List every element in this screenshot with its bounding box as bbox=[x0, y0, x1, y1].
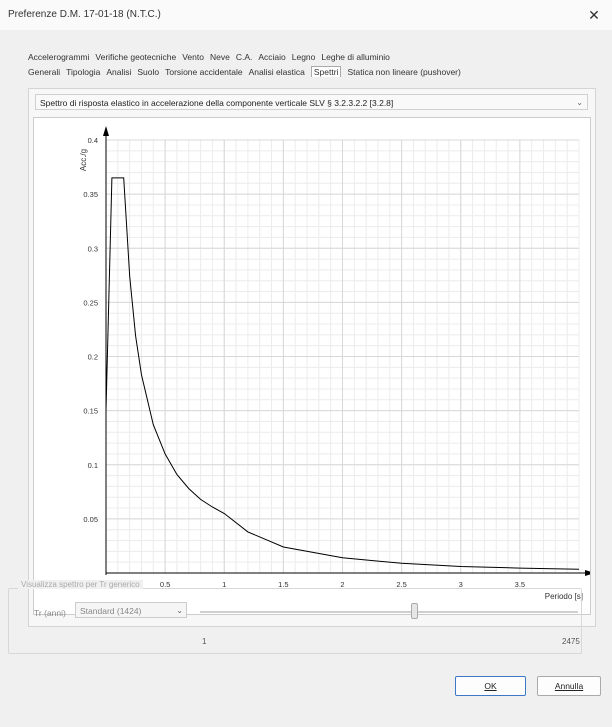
window-title: Preferenze D.M. 17-01-18 (N.T.C.) bbox=[8, 9, 161, 20]
x-tick-label: 3.5 bbox=[515, 580, 525, 589]
spectra-tab-panel: Spettro di risposta elastico in accelera… bbox=[28, 88, 596, 627]
y-tick-label: 0.05 bbox=[83, 515, 98, 524]
tab-statica-non-lineare-pushover[interactable]: Statica non lineare (pushover) bbox=[347, 67, 461, 77]
x-tick-label: 2.5 bbox=[396, 580, 406, 589]
tab-row-2: Generali Tipologia Analisi Suolo Torsione ac… bbox=[28, 66, 467, 80]
tab-torsione-accidentale[interactable]: Torsione accidentale bbox=[165, 67, 243, 77]
tab-analisi[interactable]: Analisi bbox=[106, 67, 132, 77]
tab-analisi-elastica[interactable]: Analisi elastica bbox=[248, 67, 305, 77]
tab-accelerogrammi[interactable]: Accelerogrammi bbox=[28, 52, 90, 62]
tab-neve[interactable]: Neve bbox=[209, 52, 230, 62]
tr-combo-value: Standard (1424) bbox=[80, 606, 142, 616]
chevron-down-icon: ⌄ bbox=[176, 606, 183, 615]
tab-acciaio[interactable]: Acciaio bbox=[258, 52, 286, 62]
x-tick-label: 1.5 bbox=[278, 580, 288, 589]
tr-slider-track[interactable] bbox=[200, 611, 578, 613]
chevron-down-icon: ⌄ bbox=[576, 98, 583, 107]
y-tick-label: 0.4 bbox=[88, 136, 98, 145]
spectrum-select-value: Spettro di risposta elastico in accelera… bbox=[40, 98, 394, 108]
spectrum-select[interactable]: Spettro di risposta elastico in accelera… bbox=[35, 94, 588, 110]
x-tick-label: 2 bbox=[340, 580, 344, 589]
tab-verifiche-geotecniche[interactable]: Verifiche geotecniche bbox=[95, 52, 177, 62]
x-axis-arrow-icon bbox=[585, 570, 595, 576]
y-tick-label: 0.35 bbox=[83, 190, 98, 199]
y-axis-arrow-icon bbox=[103, 126, 109, 136]
tab-c-a[interactable]: C.A. bbox=[235, 52, 253, 62]
cancel-button[interactable]: Annulla bbox=[537, 676, 601, 696]
y-tick-label: 0.2 bbox=[88, 353, 98, 362]
y-tick-label: 0.25 bbox=[83, 298, 98, 307]
x-axis-label: Periodo [s] bbox=[545, 592, 583, 601]
tab-leghe-di-alluminio[interactable]: Leghe di alluminio bbox=[321, 52, 390, 62]
spectrum-series-line bbox=[105, 177, 580, 570]
slider-max-label: 2475 bbox=[562, 637, 580, 646]
ok-button-label: OK bbox=[484, 681, 497, 691]
slider-min-label: 1 bbox=[202, 637, 207, 646]
y-tick-label: 0.1 bbox=[88, 461, 98, 470]
x-tick-label: 1 bbox=[222, 580, 226, 589]
tab-vento[interactable]: Vento bbox=[182, 52, 204, 62]
tr-group-title: Visualizza spettro per Tr generico bbox=[18, 580, 143, 589]
close-icon[interactable]: ✕ bbox=[588, 7, 600, 23]
tab-suolo[interactable]: Suolo bbox=[137, 67, 160, 77]
ok-button[interactable]: OK bbox=[455, 676, 526, 696]
x-tick-label: 3 bbox=[459, 580, 463, 589]
tab-generali[interactable]: Generali bbox=[28, 67, 61, 77]
y-axis-label: Acc./g bbox=[79, 149, 88, 171]
cancel-button-label: Annulla bbox=[554, 681, 584, 691]
spectrum-chart-frame: 0.5 1 1.5 2 2.5 3 3.5 0.05 0.1 0.15 0.2 0.25 0.3 0.35… bbox=[33, 117, 595, 615]
tr-slider-thumb[interactable] bbox=[411, 603, 418, 619]
tab-row-1: Accelerogrammi Verifiche geotecniche Vento… bbox=[28, 52, 396, 65]
tab-legno[interactable]: Legno bbox=[291, 52, 316, 62]
tr-combo[interactable]: Standard (1424) ⌄ bbox=[75, 602, 187, 618]
x-tick-label: 0.5 bbox=[160, 580, 170, 589]
tab-spettri[interactable]: Spettri bbox=[310, 66, 342, 77]
y-tick-label: 0.15 bbox=[83, 407, 98, 416]
spectrum-chart: 0.5 1 1.5 2 2.5 3 3.5 0.05 0.1 0.15 0.2 0.25 0.3 0.35… bbox=[79, 126, 595, 601]
y-tick-label: 0.3 bbox=[88, 244, 98, 253]
tab-tipologia[interactable]: Tipologia bbox=[66, 67, 101, 77]
tr-group-frame bbox=[8, 588, 582, 654]
title-bar: Preferenze D.M. 17-01-18 (N.T.C.) ✕ bbox=[0, 0, 612, 30]
tr-label: Tr (anni) bbox=[34, 608, 66, 618]
